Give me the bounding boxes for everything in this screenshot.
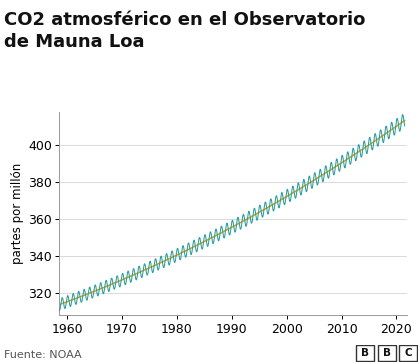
Text: B: B (361, 348, 369, 358)
Text: Fuente: NOAA: Fuente: NOAA (4, 350, 82, 360)
FancyBboxPatch shape (399, 345, 417, 361)
Text: C: C (404, 348, 412, 358)
Text: CO2 atmosférico en el Observatorio
de Mauna Loa: CO2 atmosférico en el Observatorio de Ma… (4, 11, 365, 51)
Y-axis label: partes por millón: partes por millón (11, 163, 24, 264)
FancyBboxPatch shape (356, 345, 374, 361)
FancyBboxPatch shape (378, 345, 396, 361)
Text: B: B (383, 348, 391, 358)
